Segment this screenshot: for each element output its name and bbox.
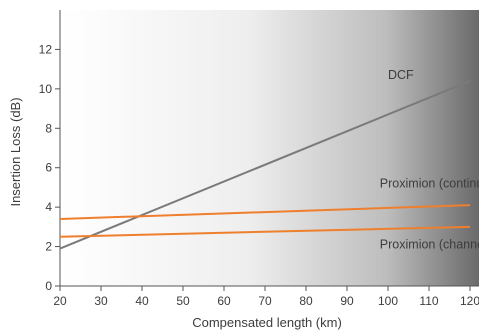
x-tick-label: 60 <box>217 294 231 308</box>
series-label-0: DCF <box>388 68 414 82</box>
x-tick-label: 40 <box>135 294 149 308</box>
y-tick-label: 8 <box>45 121 52 135</box>
y-tick-label: 10 <box>39 82 53 96</box>
y-tick-label: 2 <box>45 240 52 254</box>
x-tick-label: 70 <box>258 294 272 308</box>
axes: 0 2 4 6 8 10 12 20 30 40 50 60 70 80 90 100 110 120 <box>39 10 479 308</box>
y-axis-title: Insertion Loss (dB) <box>8 97 23 206</box>
series-line-2 <box>59 225 471 238</box>
y-tick-label: 6 <box>45 161 52 175</box>
x-tick-label: 20 <box>53 294 67 308</box>
series-group <box>59 80 471 250</box>
annotation-group: DCF Proximion (continuous) Proximion (chan… <box>380 68 479 252</box>
x-tick-label: 90 <box>340 294 354 308</box>
series-line-1 <box>59 204 471 220</box>
x-tick-label: 30 <box>94 294 108 308</box>
series-label-2: Proximion (channelized) <box>380 238 479 252</box>
x-tick-label: 100 <box>378 294 398 308</box>
y-tick-label: 12 <box>39 42 53 56</box>
x-tick-label: 120 <box>460 294 479 308</box>
y-tick-label: 4 <box>45 200 52 214</box>
plot-background <box>60 10 479 286</box>
y-tick-label: 0 <box>45 279 52 293</box>
x-tick-label: 50 <box>176 294 190 308</box>
series-label-1: Proximion (continuous) <box>380 176 479 190</box>
x-axis-title: Compensated length (km) <box>192 315 342 330</box>
x-tick-label: 110 <box>419 294 438 308</box>
series-line-0 <box>59 80 471 250</box>
x-tick-label: 80 <box>299 294 313 308</box>
